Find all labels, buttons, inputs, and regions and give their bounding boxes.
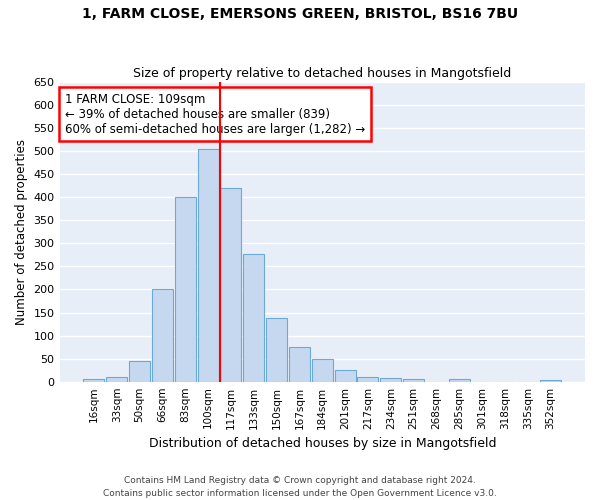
Text: Contains HM Land Registry data © Crown copyright and database right 2024.
Contai: Contains HM Land Registry data © Crown c… bbox=[103, 476, 497, 498]
Bar bbox=[83, 380, 104, 382]
Bar bbox=[243, 254, 264, 382]
Bar bbox=[129, 361, 150, 382]
Bar bbox=[449, 380, 470, 382]
Bar bbox=[358, 377, 379, 382]
Bar bbox=[106, 377, 127, 382]
Bar bbox=[152, 290, 173, 382]
Bar bbox=[312, 358, 333, 382]
Bar bbox=[335, 370, 356, 382]
Bar bbox=[175, 198, 196, 382]
Bar bbox=[266, 318, 287, 382]
Text: 1, FARM CLOSE, EMERSONS GREEN, BRISTOL, BS16 7BU: 1, FARM CLOSE, EMERSONS GREEN, BRISTOL, … bbox=[82, 8, 518, 22]
Title: Size of property relative to detached houses in Mangotsfield: Size of property relative to detached ho… bbox=[133, 66, 511, 80]
Text: 1 FARM CLOSE: 109sqm
← 39% of detached houses are smaller (839)
60% of semi-deta: 1 FARM CLOSE: 109sqm ← 39% of detached h… bbox=[65, 92, 365, 136]
Bar bbox=[403, 380, 424, 382]
Bar bbox=[289, 347, 310, 382]
Bar bbox=[540, 380, 561, 382]
Bar bbox=[380, 378, 401, 382]
Y-axis label: Number of detached properties: Number of detached properties bbox=[15, 139, 28, 325]
Bar bbox=[220, 188, 241, 382]
Bar bbox=[197, 149, 218, 382]
X-axis label: Distribution of detached houses by size in Mangotsfield: Distribution of detached houses by size … bbox=[149, 437, 496, 450]
